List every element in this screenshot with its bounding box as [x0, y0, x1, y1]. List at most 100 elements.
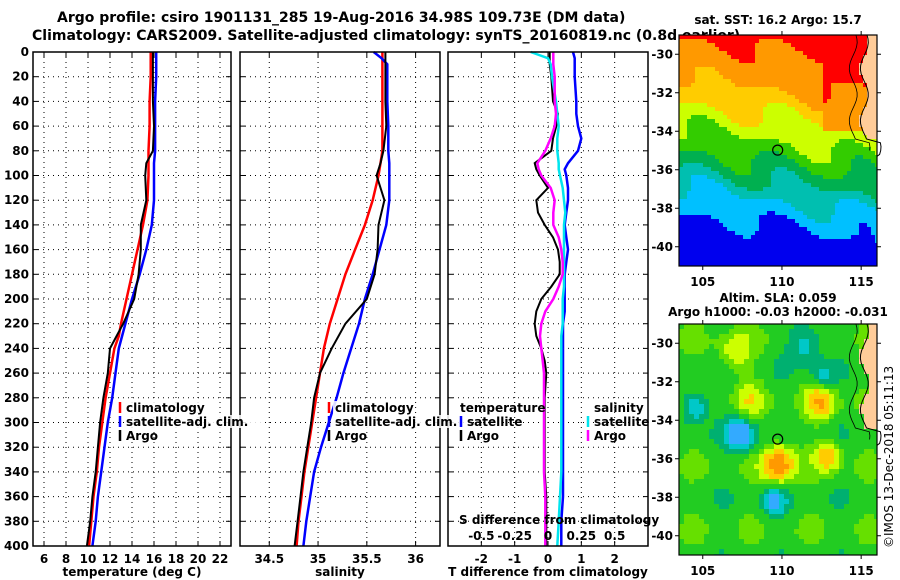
map-cell — [835, 39, 839, 43]
map-cell — [691, 47, 695, 51]
map-cell — [851, 135, 855, 139]
map-cell — [729, 429, 734, 434]
map-cell — [767, 239, 771, 243]
map-cell — [695, 91, 699, 95]
map-cell — [759, 135, 763, 139]
map-cell — [863, 195, 867, 199]
map-cell — [743, 75, 747, 79]
map-cell — [784, 469, 789, 474]
map-cell — [834, 499, 839, 504]
map-cell — [783, 135, 787, 139]
map-cell — [863, 55, 867, 59]
map-cell — [704, 509, 709, 514]
map-cell — [715, 155, 719, 159]
map-cell — [759, 219, 763, 223]
map-cell — [829, 374, 834, 379]
map-cell — [699, 434, 704, 439]
map-cell — [779, 59, 783, 63]
y-tick-label: 140 — [4, 218, 29, 232]
map-cell — [814, 389, 819, 394]
map-cell — [735, 223, 739, 227]
map-cell — [719, 227, 723, 231]
map-cell — [834, 414, 839, 419]
map-cell — [795, 155, 799, 159]
map-cell — [807, 127, 811, 131]
map-cell — [715, 95, 719, 99]
map-cell — [803, 223, 807, 227]
map-cell — [759, 199, 763, 203]
map-cell — [767, 187, 771, 191]
map-cell — [869, 494, 874, 499]
map-cell — [679, 215, 683, 219]
map-cell — [687, 259, 691, 263]
map-cell — [869, 514, 874, 519]
map-cell — [809, 524, 814, 529]
map-cell — [824, 324, 829, 329]
map-cell — [755, 211, 759, 215]
map-cell — [819, 107, 823, 111]
map-cell — [844, 489, 849, 494]
map-cell — [855, 51, 859, 55]
map-cell — [747, 207, 751, 211]
map-cell — [867, 115, 871, 119]
map-cell — [867, 95, 871, 99]
map-cell — [811, 103, 815, 107]
map-cell — [823, 143, 827, 147]
map-cell — [683, 43, 687, 47]
map-cell — [711, 63, 715, 67]
map-cell — [835, 147, 839, 151]
map-cell — [704, 469, 709, 474]
map-cell — [747, 243, 751, 247]
map-cell — [787, 107, 791, 111]
map-cell — [789, 439, 794, 444]
map-cell — [783, 71, 787, 75]
map-cell — [683, 127, 687, 131]
map-cell — [683, 223, 687, 227]
map-cell — [771, 155, 775, 159]
map-cell — [689, 364, 694, 369]
map-cell — [771, 195, 775, 199]
map-cell — [729, 444, 734, 449]
map-cell — [854, 464, 859, 469]
map-cell — [683, 107, 687, 111]
map-cell — [739, 329, 744, 334]
map-cell — [834, 449, 839, 454]
map-cell — [689, 394, 694, 399]
map-cell — [831, 235, 835, 239]
map-cell — [727, 147, 731, 151]
map-cell — [707, 87, 711, 91]
map-cell — [724, 374, 729, 379]
map-cell — [711, 71, 715, 75]
map-cell — [843, 235, 847, 239]
map-cell — [724, 459, 729, 464]
map-cell — [755, 71, 759, 75]
map-cell — [803, 35, 807, 39]
map-cell — [855, 151, 859, 155]
map-cell — [819, 79, 823, 83]
map-cell — [823, 135, 827, 139]
map-cell — [779, 187, 783, 191]
map-cell — [774, 404, 779, 409]
map-cell — [783, 211, 787, 215]
map-cell — [855, 183, 859, 187]
map-cell — [787, 175, 791, 179]
map-cell — [794, 334, 799, 339]
map-cell — [715, 247, 719, 251]
map-cell — [799, 79, 803, 83]
map-cell — [709, 439, 714, 444]
map-cell — [715, 135, 719, 139]
map-cell — [729, 409, 734, 414]
map-cell — [695, 131, 699, 135]
map-cell — [847, 191, 851, 195]
map-cell — [823, 251, 827, 255]
map-cell — [779, 364, 784, 369]
map-cell — [779, 115, 783, 119]
map-cell — [719, 179, 723, 183]
map-cell — [874, 434, 877, 439]
map-cell — [727, 35, 731, 39]
map-cell — [835, 143, 839, 147]
map-cell — [719, 414, 724, 419]
map-cell — [707, 71, 711, 75]
map-cell — [849, 524, 854, 529]
map-cell — [759, 99, 763, 103]
